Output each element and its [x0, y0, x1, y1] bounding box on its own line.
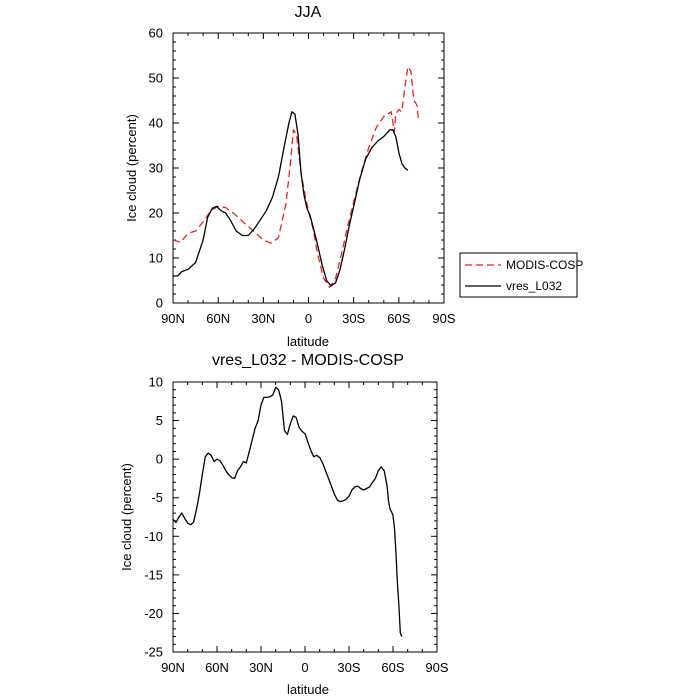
bottom-x-ticks: 90N 60N 30N 0 30S 60S 90S: [161, 382, 449, 675]
bottom-x-tick-label: 60N: [205, 660, 229, 675]
top-y-axis-label: Ice cloud (percent): [124, 114, 139, 222]
bottom-x-axis-label: latitude: [287, 682, 329, 697]
bottom-x-tick-label: 90N: [161, 660, 185, 675]
bottom-x-tick-label: 30N: [249, 660, 273, 675]
bottom-y-tick-label: -15: [144, 567, 163, 582]
top-x-axis-label: latitude: [287, 334, 329, 349]
top-panel: JJA 0 10 20 30 40 50 60 90N 60N 30N 0 30S 60S 90S la…: [124, 4, 583, 349]
top-x-tick-label: 90N: [161, 311, 185, 326]
legend: MODIS-COSP vres_L032: [459, 252, 583, 298]
top-x-tick-label: 90S: [432, 311, 455, 326]
bottom-x-tick-label: 90S: [425, 660, 448, 675]
top-x-tick-label: 30S: [342, 311, 365, 326]
top-y-ticks: 0 10 20 30 40 50 60: [149, 26, 444, 311]
top-x-ticks: 90N 60N 30N 0 30S 60S 90S: [161, 33, 456, 326]
bottom-y-tick-label: -20: [144, 606, 163, 621]
bottom-y-tick-label: 0: [156, 452, 163, 467]
top-y-tick-label: 10: [149, 251, 163, 266]
bottom-y-tick-label: 5: [156, 413, 163, 428]
top-y-tick-label: 30: [149, 161, 163, 176]
top-y-tick-label: 0: [156, 296, 163, 311]
top-y-tick-label: 40: [149, 116, 163, 131]
bottom-y-tick-label: -10: [144, 529, 163, 544]
top-series-line-modis-cosp: [172, 66, 420, 288]
bottom-y-axis-label: Ice cloud (percent): [119, 463, 134, 571]
bottom-x-tick-label: 0: [301, 660, 308, 675]
top-series-lines: [172, 66, 420, 288]
bottom-panel: vres_L032 - MODIS-COSP -25 -20 -15 -10 -5 0 5 1…: [119, 352, 449, 697]
top-plot-frame: [172, 32, 445, 304]
legend-label-vres-l032: vres_L032: [506, 279, 562, 293]
bottom-y-tick-label: -5: [151, 490, 163, 505]
top-y-tick-label: 50: [149, 71, 163, 86]
legend-frame: [459, 252, 578, 298]
bottom-y-ticks: -25 -20 -15 -10 -5 0 5 10: [144, 375, 437, 660]
bottom-plot-frame: [172, 381, 438, 653]
bottom-series-lines: [172, 386, 403, 637]
top-y-tick-label: 60: [149, 26, 163, 41]
top-x-tick-label: 60N: [206, 311, 230, 326]
bottom-x-tick-label: 60S: [381, 660, 404, 675]
top-y-tick-label: 20: [149, 206, 163, 221]
top-series-line-vres-l032: [173, 111, 409, 287]
top-chart-title: JJA: [295, 4, 322, 21]
top-x-tick-label: 60S: [387, 311, 410, 326]
top-x-tick-label: 30N: [251, 311, 275, 326]
top-x-tick-label: 0: [305, 311, 312, 326]
bottom-y-tick-label: -25: [144, 645, 163, 660]
bottom-x-tick-label: 30S: [337, 660, 360, 675]
bottom-series-line-vres-l032-modis-cosp: [172, 386, 403, 637]
legend-label-modis-cosp: MODIS-COSP: [506, 258, 583, 272]
bottom-y-tick-label: 10: [149, 375, 163, 390]
bottom-chart-title: vres_L032 - MODIS-COSP: [212, 352, 404, 369]
